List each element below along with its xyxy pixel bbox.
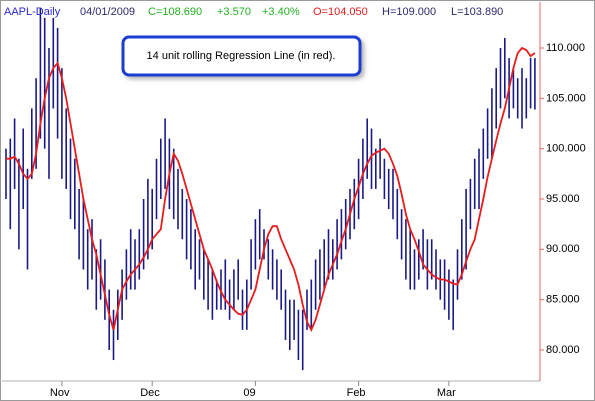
x-tick-label: Mar bbox=[437, 387, 456, 399]
y-tick-label: 100.000 bbox=[546, 143, 586, 155]
y-tick-label: 85.000 bbox=[546, 294, 580, 306]
open: O=104.050 bbox=[313, 6, 368, 18]
x-tick-label: 09 bbox=[243, 387, 255, 399]
change: +3.570 bbox=[217, 6, 251, 18]
y-tick-label: 95.000 bbox=[546, 193, 580, 205]
y-tick-label: 110.000 bbox=[546, 42, 585, 54]
annotation-box bbox=[121, 35, 362, 77]
y-tick-label: 90.000 bbox=[546, 243, 580, 255]
y-tick-label: 80.000 bbox=[546, 344, 580, 356]
x-tick-label: Feb bbox=[347, 387, 366, 399]
regression-line bbox=[6, 46, 536, 332]
x-tick-label: Nov bbox=[50, 387, 70, 399]
annotation: 14 unit rolling Regression Line (in red)… bbox=[147, 50, 336, 62]
low: L=103.890 bbox=[451, 6, 503, 18]
change-pct: +3.40% bbox=[262, 6, 300, 18]
y-tick-label: 105.000 bbox=[546, 92, 586, 104]
x-tick-label: Dec bbox=[140, 387, 160, 399]
high: H=109.000 bbox=[382, 6, 436, 18]
date: 04/01/2009 bbox=[80, 6, 135, 18]
symbol: AAPL-Daily bbox=[4, 6, 61, 18]
close: C=108.690 bbox=[148, 6, 202, 18]
